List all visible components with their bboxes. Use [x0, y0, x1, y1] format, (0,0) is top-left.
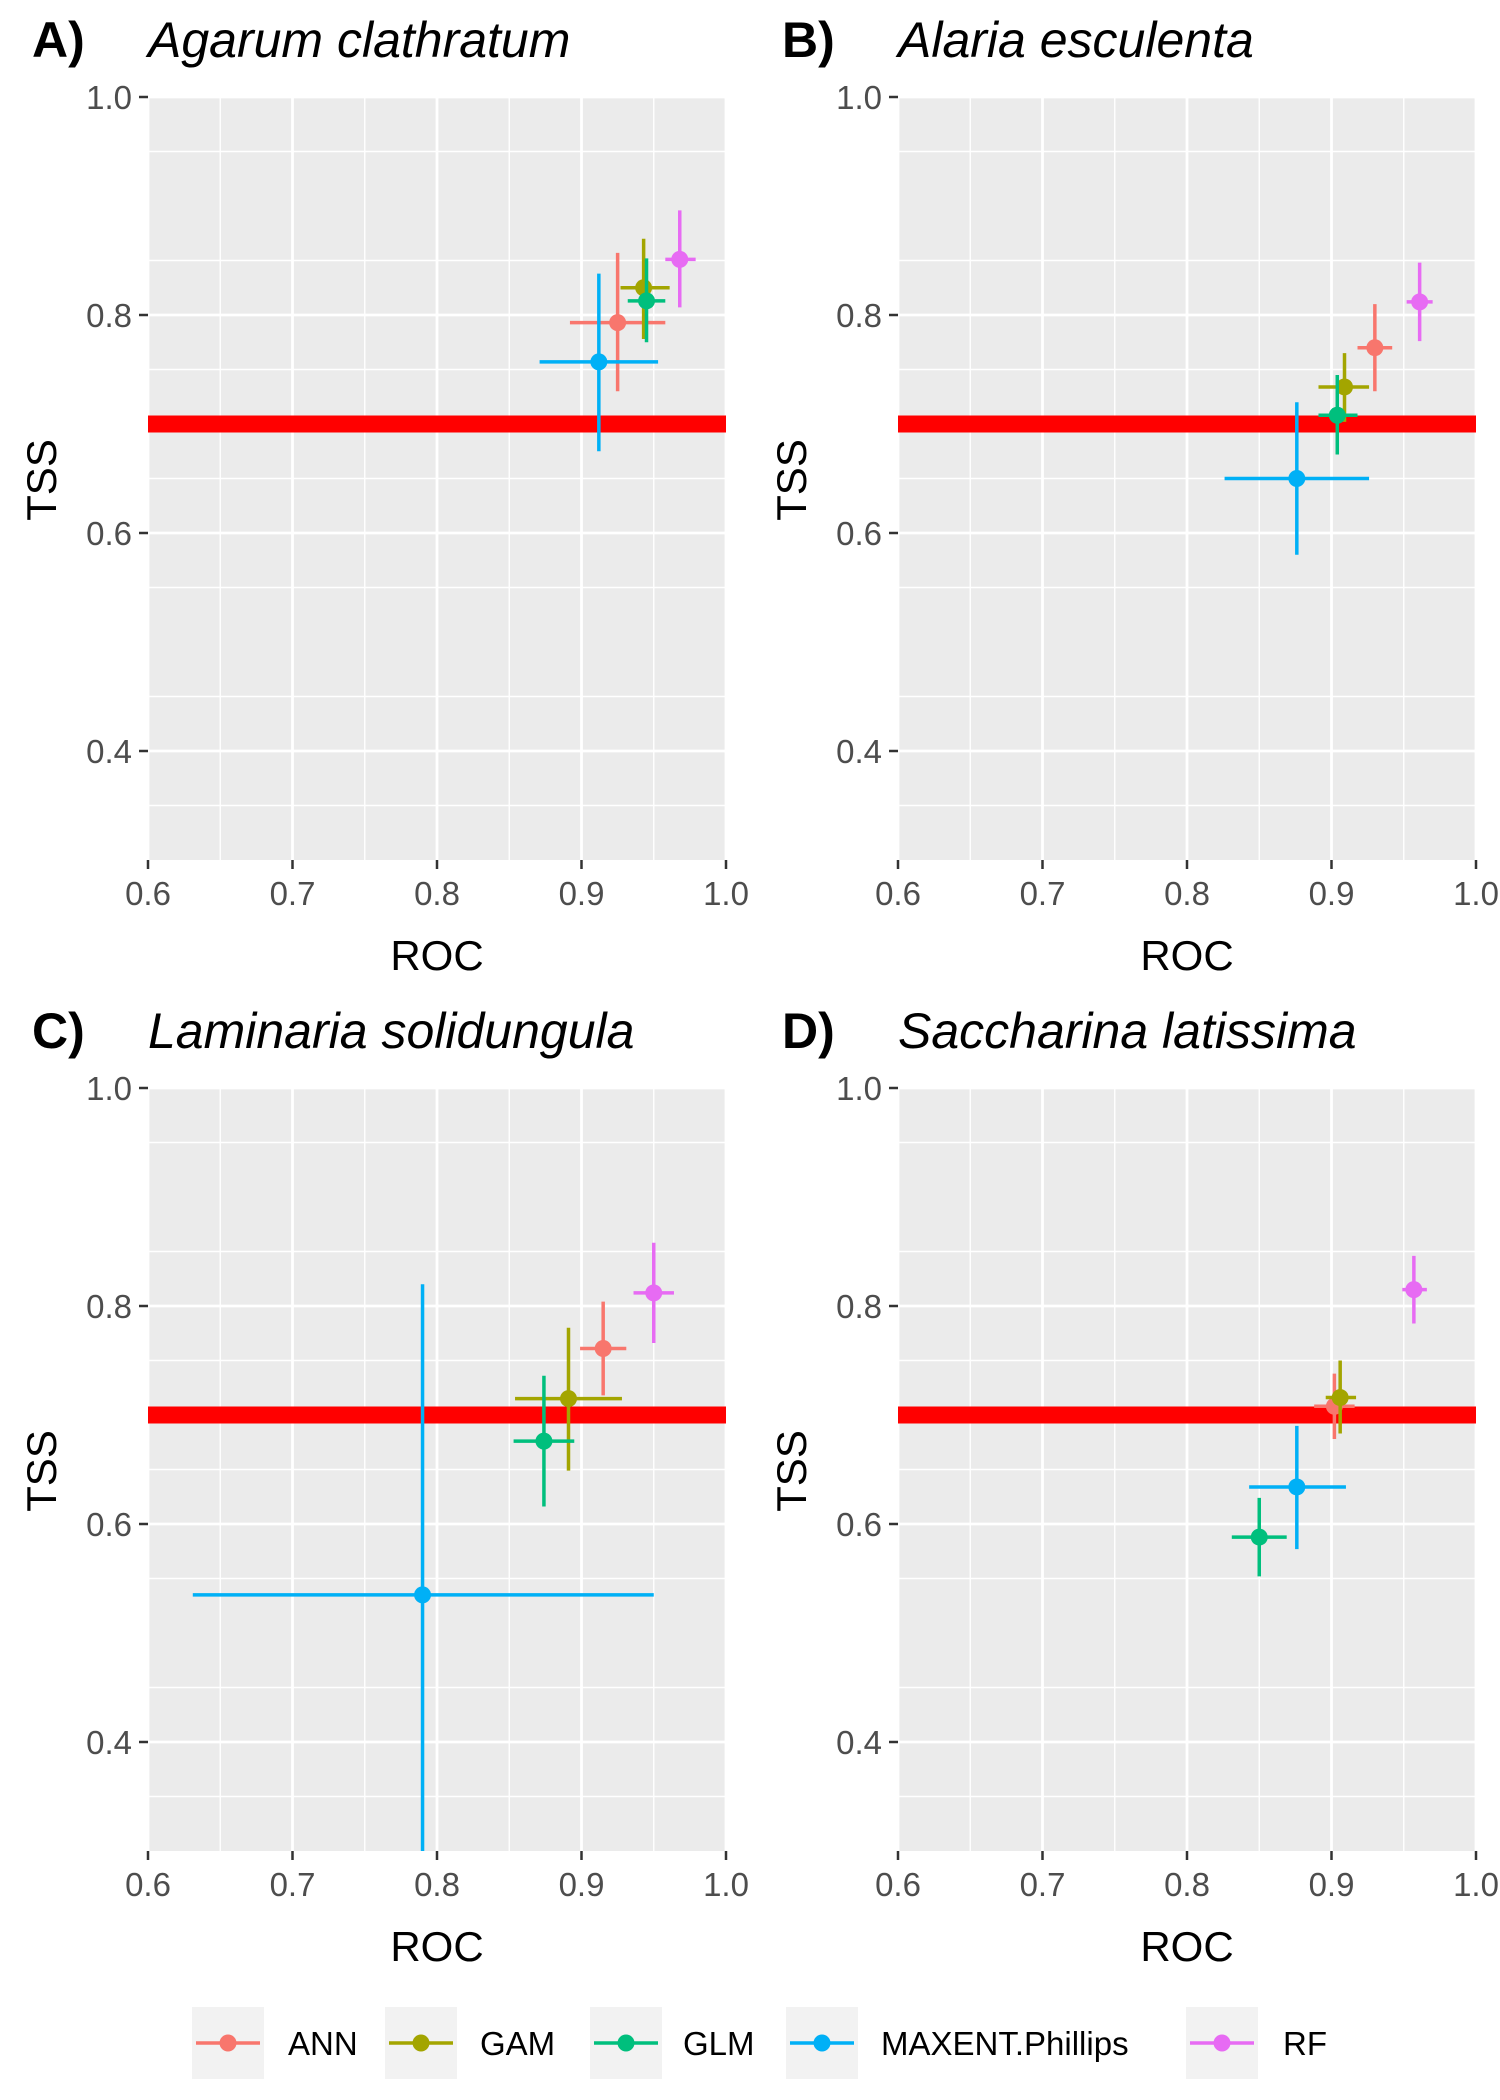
point-glm — [1250, 1528, 1268, 1546]
x-tick-label: 1.0 — [1453, 875, 1499, 912]
x-tick-label: 1.0 — [703, 1866, 749, 1903]
data-layer — [539, 210, 696, 452]
y-tick-label: 0.6 — [836, 515, 882, 552]
x-tick-label: 0.6 — [875, 1866, 921, 1903]
y-tick-label: 0.4 — [836, 1724, 882, 1761]
x-tick-label: 0.6 — [125, 1866, 171, 1903]
y-tick-label: 0.4 — [86, 733, 132, 770]
y-axis-title: TSS — [18, 1430, 65, 1512]
legend-label-glm: GLM — [683, 2025, 755, 2062]
x-tick-label: 0.9 — [559, 1866, 605, 1903]
y-tick-label: 0.4 — [86, 1724, 132, 1761]
panel-label: A) — [32, 12, 85, 68]
data-layer — [1231, 1255, 1427, 1577]
x-tick-label: 0.7 — [270, 1866, 316, 1903]
chart-panel: 0.6 0.7 0.8 0.9 1.0 0.4 0.6 0.8 1.0 ROC TSS C) Lamin… — [18, 1003, 749, 1970]
point-gam — [1331, 1389, 1349, 1407]
chart-panel: 0.6 0.7 0.8 0.9 1.0 0.4 0.6 0.8 1.0 ROC TSS D) Sacch… — [768, 1003, 1499, 1970]
y-tick-label: 0.6 — [86, 1506, 132, 1543]
x-tick-label: 1.0 — [703, 875, 749, 912]
y-tick-label: 0.8 — [86, 1288, 132, 1325]
x-axis-title: ROC — [1140, 932, 1233, 979]
x-tick-label: 0.7 — [1020, 1866, 1066, 1903]
y-tick-label: 0.8 — [836, 1288, 882, 1325]
point-rf — [1405, 1281, 1423, 1299]
point-glm — [535, 1432, 553, 1450]
data-layer — [192, 1242, 674, 1851]
point-rf — [1411, 293, 1429, 311]
point-gam — [1336, 378, 1354, 396]
legend-key-point-gam — [412, 2034, 430, 2052]
y-tick-label: 0.6 — [836, 1506, 882, 1543]
panel-title: Laminaria solidungula — [148, 1003, 634, 1059]
x-tick-label: 1.0 — [1453, 1866, 1499, 1903]
panel-title: Saccharina latissima — [898, 1003, 1357, 1059]
point-maxent-phillips — [414, 1586, 432, 1604]
point-glm — [1328, 406, 1346, 424]
panel-title: Alaria esculenta — [895, 12, 1254, 68]
y-tick-label: 1.0 — [86, 79, 132, 116]
y-tick-label: 0.4 — [836, 733, 882, 770]
chart-panel: 0.6 0.7 0.8 0.9 1.0 0.4 0.6 0.8 1.0 ROC TSS B) Alari… — [768, 12, 1499, 979]
x-tick-label: 0.6 — [875, 875, 921, 912]
y-tick-label: 0.8 — [836, 297, 882, 334]
x-axis-title: ROC — [1140, 1923, 1233, 1970]
legend-label-gam: GAM — [480, 2025, 555, 2062]
point-ann — [594, 1340, 612, 1358]
legend: ANN GAM GLM MAXENT.Phillips RF — [192, 2007, 1327, 2079]
point-maxent-phillips — [590, 353, 608, 371]
y-tick-label: 1.0 — [836, 79, 882, 116]
legend-label-rf: RF — [1283, 2025, 1327, 2062]
x-tick-label: 0.9 — [1309, 875, 1355, 912]
legend-key-point-glm — [617, 2034, 635, 2052]
point-ann — [1366, 339, 1384, 357]
point-rf — [671, 250, 689, 268]
x-tick-label: 0.8 — [414, 875, 460, 912]
panel-label: D) — [782, 1003, 835, 1059]
y-tick-label: 0.6 — [86, 515, 132, 552]
x-axis-title: ROC — [390, 1923, 483, 1970]
point-glm — [638, 292, 656, 310]
y-tick-label: 1.0 — [836, 1070, 882, 1107]
x-tick-label: 0.8 — [414, 1866, 460, 1903]
y-tick-label: 1.0 — [86, 1070, 132, 1107]
panel-label: B) — [782, 12, 835, 68]
x-tick-label: 0.9 — [1309, 1866, 1355, 1903]
x-tick-label: 0.8 — [1164, 1866, 1210, 1903]
point-gam — [559, 1390, 577, 1408]
y-tick-label: 0.8 — [86, 297, 132, 334]
x-tick-label: 0.9 — [559, 875, 605, 912]
point-maxent-phillips — [1288, 470, 1306, 487]
y-axis-title: TSS — [768, 1430, 815, 1512]
x-tick-label: 0.7 — [1020, 875, 1066, 912]
y-axis-title: TSS — [768, 439, 815, 521]
x-axis-title: ROC — [390, 932, 483, 979]
x-tick-label: 0.8 — [1164, 875, 1210, 912]
panel-label: C) — [32, 1003, 85, 1059]
legend-key-point-ann — [219, 2034, 237, 2052]
panel-title: Agarum clathratum — [145, 12, 570, 68]
x-tick-label: 0.7 — [270, 875, 316, 912]
point-maxent-phillips — [1288, 1478, 1306, 1496]
data-layer — [1224, 262, 1433, 555]
chart-panel: 0.6 0.7 0.8 0.9 1.0 0.4 0.6 0.8 1.0 ROC TSS A) Agaru… — [18, 12, 749, 979]
point-rf — [645, 1284, 663, 1302]
point-ann — [609, 314, 627, 332]
legend-key-point-rf — [1213, 2034, 1231, 2052]
y-axis-title: TSS — [18, 439, 65, 521]
legend-key-point-maxent-phillips — [813, 2034, 831, 2052]
x-tick-label: 0.6 — [125, 875, 171, 912]
legend-label-maxent-phillips: MAXENT.Phillips — [881, 2025, 1129, 2062]
legend-label-ann: ANN — [288, 2025, 358, 2062]
